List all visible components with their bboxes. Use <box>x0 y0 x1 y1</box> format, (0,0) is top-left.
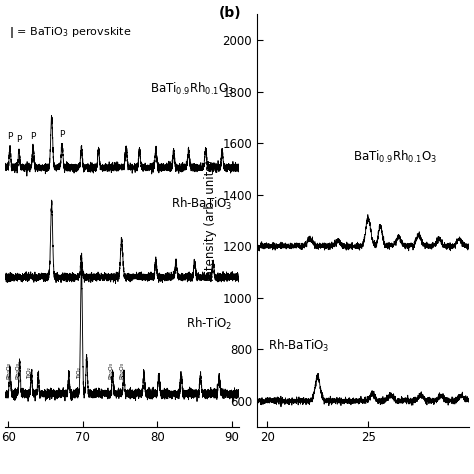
Text: Rh₂O₃: Rh₂O₃ <box>6 362 11 379</box>
Text: Rh-BaTiO$_3$: Rh-BaTiO$_3$ <box>268 338 329 355</box>
Text: BaTi$_{0.9}$Rh$_{0.1}$O$_3$: BaTi$_{0.9}$Rh$_{0.1}$O$_3$ <box>150 81 235 97</box>
Text: (b): (b) <box>219 6 242 20</box>
Text: BaTi$_{0.9}$Rh$_{0.1}$O$_3$: BaTi$_{0.9}$Rh$_{0.1}$O$_3$ <box>353 149 437 165</box>
Text: TiO₂: TiO₂ <box>27 367 32 379</box>
Text: $\mathbf{|}$ = BaTiO$_3$ perovskite: $\mathbf{|}$ = BaTiO$_3$ perovskite <box>9 25 132 39</box>
Text: P: P <box>7 132 13 141</box>
Text: P: P <box>16 135 22 144</box>
Text: P: P <box>59 130 65 139</box>
Text: Rh₂O₃: Rh₂O₃ <box>108 362 113 379</box>
Text: P: P <box>30 132 36 141</box>
Text: Rh₂O₃: Rh₂O₃ <box>119 362 124 379</box>
Text: Rh₂O₃: Rh₂O₃ <box>15 362 20 379</box>
Y-axis label: Intensity (arb. units): Intensity (arb. units) <box>204 160 217 281</box>
Text: Rh-TiO$_2$: Rh-TiO$_2$ <box>186 316 232 332</box>
Text: TiO₂: TiO₂ <box>77 367 82 379</box>
Text: Rh-BaTiO$_3$: Rh-BaTiO$_3$ <box>171 196 232 212</box>
